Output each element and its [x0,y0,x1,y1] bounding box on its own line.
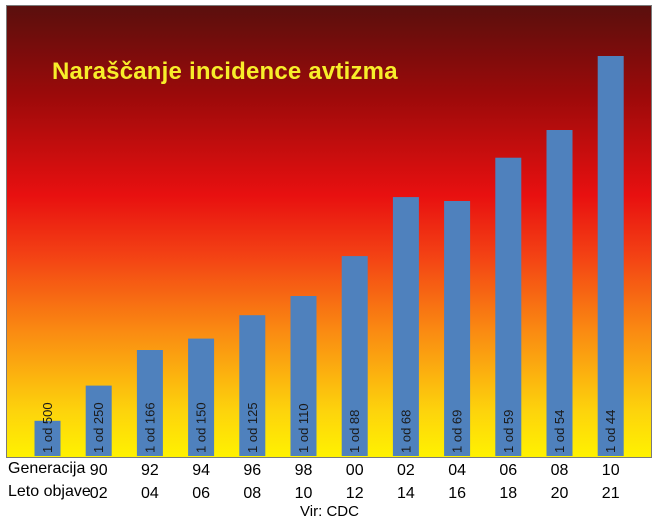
row-label-publication-year: Leto objave [8,483,91,500]
publication-year-tick-1: 04 [141,485,159,502]
bar-3 [188,338,215,456]
publication-year-tick-10: 21 [602,485,620,502]
bar-label-0: 1 od 500 [40,402,55,453]
generation-tick-5: 00 [346,462,364,479]
bar-label-1: 1 od 250 [91,402,106,453]
source-note: Vir: CDC [300,503,359,520]
bar-label-3: 1 od 150 [194,402,209,453]
generation-tick-0: 90 [90,462,108,479]
publication-year-tick-5: 12 [346,485,364,502]
publication-year-tick-8: 18 [499,485,517,502]
bar-label-7: 1 od 68 [398,410,413,453]
generation-tick-3: 96 [243,462,261,479]
generation-tick-1: 92 [141,462,159,479]
publication-year-tick-6: 14 [397,485,415,502]
publication-year-tick-2: 06 [192,485,210,502]
bar-label-8: 1 od 69 [450,410,465,453]
chart-title: Naraščanje incidence avtizma [52,58,398,85]
bar-label-9: 1 od 59 [501,410,516,453]
bar-label-10: 1 od 54 [552,410,567,453]
publication-year-tick-3: 08 [243,485,261,502]
bar-label-6: 1 od 88 [347,410,362,453]
bar-4 [239,315,266,456]
plot-area [6,5,652,458]
publication-year-tick-9: 20 [551,485,569,502]
generation-tick-4: 98 [295,462,313,479]
generation-tick-8: 06 [499,462,517,479]
bar-label-11: 1 od 44 [603,410,618,453]
bar-label-5: 1 od 110 [296,403,311,453]
bar-7 [392,197,419,456]
generation-tick-2: 94 [192,462,210,479]
generation-tick-7: 04 [448,462,466,479]
bar-10 [546,130,573,456]
bar-label-2: 1 od 166 [142,402,157,453]
publication-year-tick-4: 10 [295,485,313,502]
publication-year-tick-0: 02 [90,485,108,502]
bar-11 [597,56,624,456]
bar-6 [341,256,368,456]
publication-year-tick-7: 16 [448,485,466,502]
bar-label-4: 1 od 125 [245,402,260,453]
generation-tick-10: 10 [602,462,620,479]
generation-tick-6: 02 [397,462,415,479]
row-label-generation: Generacija [8,460,86,477]
bar-2 [136,350,163,456]
bar-0 [34,420,61,456]
bar-5 [290,296,317,456]
generation-tick-9: 08 [551,462,569,479]
bar-8 [444,201,471,456]
bar-9 [495,157,522,456]
bar-1 [85,385,112,456]
